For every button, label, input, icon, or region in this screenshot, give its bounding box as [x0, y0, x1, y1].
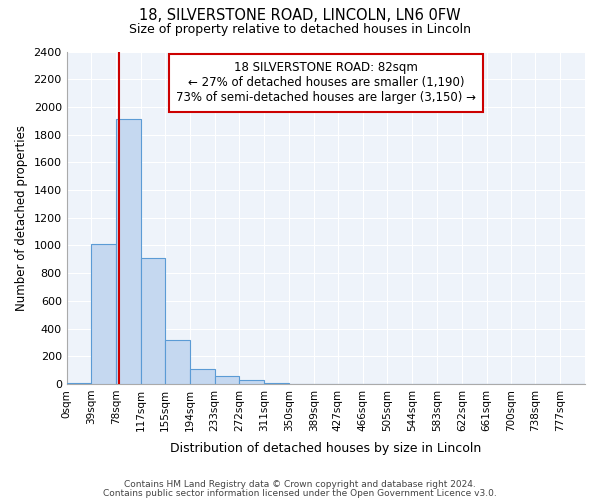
Bar: [91, 244, 116, 384]
Bar: [190, 370, 215, 384]
Bar: [239, 380, 264, 384]
Text: Size of property relative to detached houses in Lincoln: Size of property relative to detached ho…: [129, 22, 471, 36]
X-axis label: Distribution of detached houses by size in Lincoln: Distribution of detached houses by size …: [170, 442, 481, 455]
Text: Contains public sector information licensed under the Open Government Licence v3: Contains public sector information licen…: [103, 488, 497, 498]
Bar: [116, 120, 141, 384]
Text: 18, SILVERSTONE ROAD, LINCOLN, LN6 0FW: 18, SILVERSTONE ROAD, LINCOLN, LN6 0FW: [139, 8, 461, 22]
Bar: [165, 340, 190, 384]
Y-axis label: Number of detached properties: Number of detached properties: [15, 124, 28, 310]
Bar: [264, 382, 289, 384]
Text: Contains HM Land Registry data © Crown copyright and database right 2024.: Contains HM Land Registry data © Crown c…: [124, 480, 476, 489]
Text: 18 SILVERSTONE ROAD: 82sqm
← 27% of detached houses are smaller (1,190)
73% of s: 18 SILVERSTONE ROAD: 82sqm ← 27% of deta…: [176, 62, 476, 104]
Bar: [215, 376, 239, 384]
Bar: [67, 382, 91, 384]
Bar: [141, 258, 165, 384]
